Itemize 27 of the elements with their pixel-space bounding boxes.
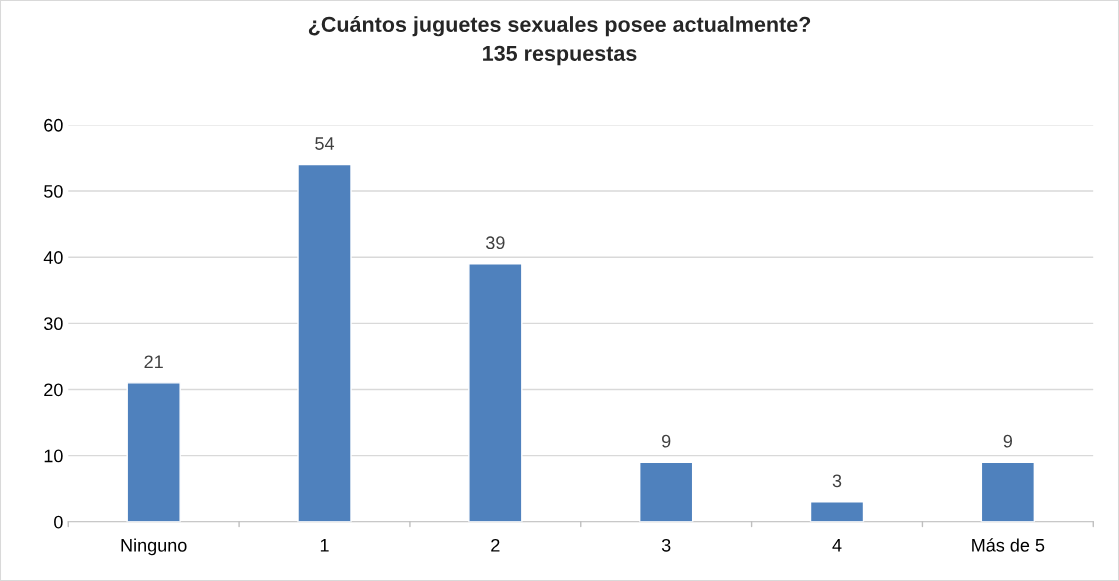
chart-title: ¿Cuántos juguetes sexuales posee actualmente?	[308, 15, 811, 37]
y-tick-label: 10	[44, 449, 63, 463]
x-tick-label: Ninguno	[121, 538, 187, 556]
chart-subtitle: 135 respuestas	[483, 45, 637, 66]
y-tick-label: 20	[44, 383, 63, 397]
x-tick-label: 1	[320, 539, 329, 552]
x-tick-label: Más de 5	[972, 538, 1045, 552]
data-label: 9	[1003, 434, 1013, 448]
data-label: 54	[315, 137, 335, 150]
data-label: 21	[144, 355, 163, 368]
bar	[809, 501, 865, 522]
y-tick-label: 40	[43, 251, 63, 264]
y-tick-label: 30	[44, 317, 63, 331]
x-tick-label: 4	[832, 539, 842, 552]
bar	[639, 461, 694, 522]
bar	[468, 263, 523, 522]
x-tick-label: 3	[661, 538, 671, 552]
bar	[297, 163, 352, 522]
x-tick-label: 2	[491, 538, 500, 552]
bar	[126, 382, 181, 522]
y-tick-label: 0	[54, 515, 63, 529]
y-tick-label: 60	[44, 118, 63, 132]
y-tick-label: 50	[44, 184, 63, 198]
data-label: 9	[662, 434, 671, 448]
bar	[980, 461, 1036, 522]
data-label: 39	[485, 236, 505, 250]
data-label: 3	[832, 474, 842, 488]
